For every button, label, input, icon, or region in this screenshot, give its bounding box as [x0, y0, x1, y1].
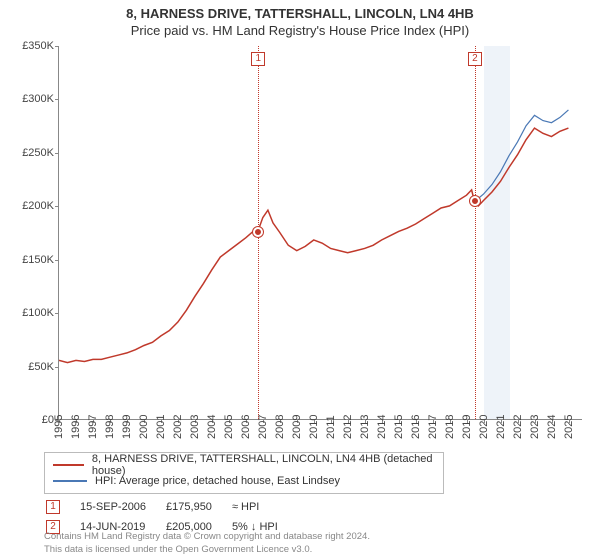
event-marker-1: 1: [46, 500, 60, 514]
legend-label-hpi: HPI: Average price, detached house, East…: [95, 475, 340, 487]
event-vline-2: [475, 46, 476, 419]
y-axis-label: £100K: [0, 307, 54, 319]
x-axis-label: 2006: [240, 415, 252, 439]
event-change-1: ≈ HPI: [232, 498, 296, 516]
x-axis-label: 2003: [189, 415, 201, 439]
x-axis-label: 2019: [461, 415, 473, 439]
y-axis-label: £350K: [0, 40, 54, 52]
y-tick: [55, 153, 59, 154]
x-axis-label: 2018: [444, 415, 456, 439]
y-tick: [55, 46, 59, 47]
x-axis-label: 1995: [53, 415, 65, 439]
x-axis-label: 1998: [104, 415, 116, 439]
x-axis-label: 2021: [495, 415, 507, 439]
x-axis-label: 2025: [563, 415, 575, 439]
x-axis-label: 2023: [529, 415, 541, 439]
legend-box: 8, HARNESS DRIVE, TATTERSHALL, LINCOLN, …: [44, 452, 444, 494]
x-axis-label: 2011: [325, 415, 337, 439]
event-price-1: £175,950: [166, 498, 230, 516]
y-axis-label: £250K: [0, 147, 54, 159]
legend-swatch-hpi: [53, 480, 87, 482]
event-box-2: 2: [468, 52, 482, 66]
legend-row-subject: 8, HARNESS DRIVE, TATTERSHALL, LINCOLN, …: [53, 457, 435, 473]
event-row-1: 1 15-SEP-2006 £175,950 ≈ HPI: [46, 498, 296, 516]
y-axis-label: £150K: [0, 254, 54, 266]
y-axis-label: £300K: [0, 93, 54, 105]
x-axis-label: 2016: [410, 415, 422, 439]
y-tick: [55, 260, 59, 261]
series-line-hpi: [474, 110, 568, 201]
chart-lines: [59, 46, 582, 419]
event-dot-1: [253, 227, 263, 237]
x-axis-label: 2013: [359, 415, 371, 439]
y-tick: [55, 367, 59, 368]
event-dot-2: [470, 196, 480, 206]
x-axis-label: 2012: [342, 415, 354, 439]
x-axis-label: 1999: [121, 415, 133, 439]
x-axis-label: 2010: [308, 415, 320, 439]
x-axis-label: 2020: [478, 415, 490, 439]
y-axis-label: £200K: [0, 200, 54, 212]
footer-line-1: Contains HM Land Registry data © Crown c…: [44, 531, 370, 543]
event-box-1: 1: [251, 52, 265, 66]
legend-label-subject: 8, HARNESS DRIVE, TATTERSHALL, LINCOLN, …: [92, 453, 435, 477]
x-axis-label: 2017: [427, 415, 439, 439]
x-axis-label: 2000: [138, 415, 150, 439]
x-axis-label: 2001: [155, 415, 167, 439]
chart-title-2: Price paid vs. HM Land Registry's House …: [0, 21, 600, 46]
x-axis-label: 2022: [512, 415, 524, 439]
x-axis-label: 2015: [393, 415, 405, 439]
y-axis-label: £0: [0, 414, 54, 426]
x-axis-label: 2014: [376, 415, 388, 439]
chart-title-1: 8, HARNESS DRIVE, TATTERSHALL, LINCOLN, …: [0, 0, 600, 21]
series-line-subject: [59, 128, 568, 362]
y-tick: [55, 313, 59, 314]
y-axis-label: £50K: [0, 361, 54, 373]
footer-attribution: Contains HM Land Registry data © Crown c…: [44, 531, 370, 556]
x-axis-label: 2002: [172, 415, 184, 439]
x-axis-label: 2005: [223, 415, 235, 439]
x-axis-label: 1996: [70, 415, 82, 439]
x-axis-label: 2024: [546, 415, 558, 439]
plot-area: 1995199619971998199920002001200220032004…: [58, 46, 582, 420]
event-date-1: 15-SEP-2006: [80, 498, 164, 516]
x-axis-label: 2008: [274, 415, 286, 439]
y-tick: [55, 206, 59, 207]
footer-line-2: This data is licensed under the Open Gov…: [44, 544, 370, 556]
y-tick: [55, 99, 59, 100]
x-axis-label: 1997: [87, 415, 99, 439]
legend-swatch-subject: [53, 464, 84, 466]
x-axis-label: 2009: [291, 415, 303, 439]
x-axis-label: 2004: [206, 415, 218, 439]
